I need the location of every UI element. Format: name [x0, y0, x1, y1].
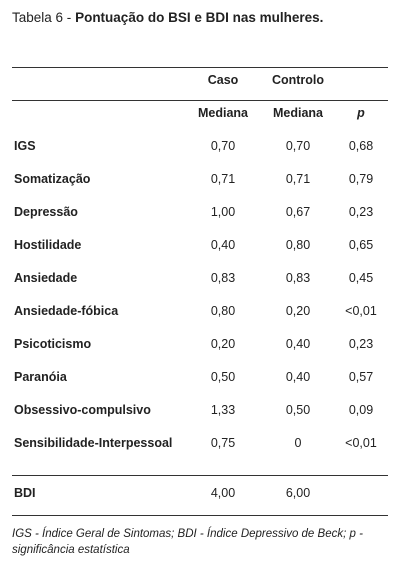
cell: 0,57 — [348, 370, 374, 384]
column-header: Caso — [207, 73, 239, 87]
cell: 0,80 — [210, 304, 236, 318]
rule — [12, 67, 388, 68]
column-header: Controlo — [271, 73, 325, 87]
row-label: Sensibilidade-Interpessoal — [14, 436, 173, 450]
cell: 0,71 — [285, 172, 311, 186]
column-subheader: Mediana — [197, 106, 249, 120]
row-label: Depressão — [14, 205, 78, 219]
cell: 0,75 — [210, 436, 236, 450]
row-label: Paranóia — [14, 370, 67, 384]
cell: 0,71 — [210, 172, 236, 186]
rule — [12, 515, 388, 516]
cell: 0 — [294, 436, 302, 450]
cell: 0,83 — [210, 271, 236, 285]
row-label: Psicoticismo — [14, 337, 92, 351]
cell: 0,45 — [348, 271, 374, 285]
cell: 0,70 — [285, 139, 311, 153]
cell: 0,83 — [285, 271, 311, 285]
row-label: Obsessivo-compulsivo — [14, 403, 151, 417]
cell: 0,23 — [348, 205, 374, 219]
table-caption: Pontuação do BSI e BDI nas mulheres. — [75, 10, 324, 25]
cell: 0,40 — [285, 337, 311, 351]
cell: 0,70 — [210, 139, 236, 153]
cell: 1,00 — [210, 205, 236, 219]
row-label: Somatização — [14, 172, 91, 186]
row-label: Ansiedade — [14, 271, 78, 285]
row-label: Hostilidade — [14, 238, 82, 252]
table-number: Tabela 6 - — [12, 10, 72, 25]
cell: <0,01 — [345, 304, 377, 318]
cell: 4,00 — [210, 486, 236, 500]
cell: 0,40 — [210, 238, 236, 252]
row-label: IGS — [14, 139, 36, 153]
cell: 0,40 — [285, 370, 311, 384]
cell: 0,80 — [285, 238, 311, 252]
rule — [12, 475, 388, 476]
cell: 1,33 — [210, 403, 236, 417]
cell: 6,00 — [285, 486, 311, 500]
cell: 0,09 — [348, 403, 374, 417]
cell: 0,65 — [348, 238, 374, 252]
cell: 0,20 — [210, 337, 236, 351]
cell: 0,50 — [210, 370, 236, 384]
column-subheader: Mediana — [272, 106, 324, 120]
footnote: IGS - Índice Geral de Sintomas; BDI - Ín… — [12, 528, 363, 556]
cell: 0,79 — [348, 172, 374, 186]
cell: 0,23 — [348, 337, 374, 351]
title: Tabela 6 - Pontuação do BSI e BDI nas mu… — [12, 10, 323, 25]
cell: 0,68 — [348, 139, 374, 153]
column-subheader: p — [357, 106, 365, 120]
row-label: Ansiedade-fóbica — [14, 304, 119, 318]
rule — [12, 100, 388, 101]
row-label: BDI — [14, 486, 36, 500]
cell: <0,01 — [345, 436, 377, 450]
cell: 0,20 — [285, 304, 311, 318]
cell: 0,67 — [285, 205, 311, 219]
cell: 0,50 — [285, 403, 311, 417]
